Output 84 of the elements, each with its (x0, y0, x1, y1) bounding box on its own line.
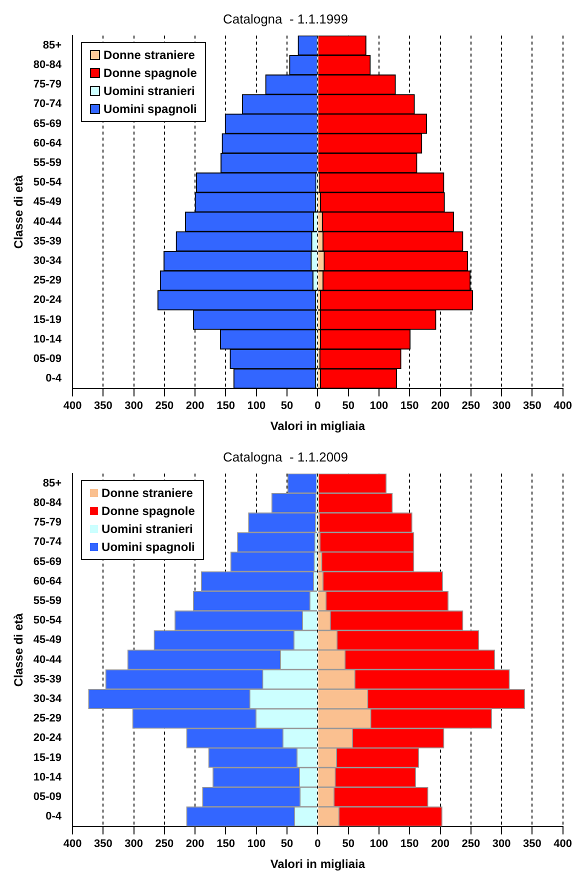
x-tick-label: 200 (186, 838, 204, 850)
y-tick-label: 20-24 (33, 294, 62, 306)
x-tick-label: 350 (523, 838, 542, 850)
x-tick-label: 150 (216, 838, 235, 850)
y-axis-title: Classe di età (12, 174, 26, 249)
y-tick-label: 70-74 (33, 536, 62, 548)
y-tick-label: 65-69 (33, 556, 62, 568)
x-tick-label: 250 (462, 838, 480, 850)
x-tick-label: 300 (492, 400, 511, 412)
x-tick-label: 200 (186, 400, 204, 412)
legend-label: Uomini stranieri (102, 522, 193, 536)
y-tick-label: 15-19 (33, 752, 62, 764)
y-tick-label: 35-39 (33, 235, 62, 248)
y-tick-label: 50-54 (33, 614, 62, 627)
y-tick-label: 55-59 (33, 157, 62, 170)
y-tick-label: 45-49 (33, 634, 62, 646)
chart-title: Catalogna - 1.1.2009 (222, 449, 348, 464)
y-tick-label: 05-09 (33, 353, 62, 366)
y-tick-label: 40-44 (33, 216, 62, 228)
y-tick-label: 85+ (42, 477, 62, 490)
x-tick-label: 300 (492, 838, 511, 850)
y-tick-label: 20-24 (33, 732, 62, 744)
x-tick-label: 300 (124, 400, 143, 412)
y-tick-label: 50-54 (33, 176, 62, 189)
legend-label: Donne spagnole (102, 504, 195, 518)
legend-label: Donne straniere (104, 48, 195, 62)
y-tick-label: 35-39 (33, 673, 62, 686)
x-tick-label: 100 (370, 838, 388, 850)
y-tick-label: 80-84 (33, 497, 62, 510)
x-tick-label: 150 (400, 400, 419, 412)
x-tick-label: 350 (94, 838, 112, 850)
y-tick-label: 15-19 (33, 314, 62, 326)
y-tick-label: 85+ (42, 39, 62, 52)
y-tick-label: 40-44 (33, 654, 62, 666)
y-tick-label: 75-79 (33, 516, 62, 529)
x-tick-label: 50 (342, 400, 354, 412)
y-tick-label: 60-64 (33, 575, 62, 588)
x-tick-label: 0 (314, 400, 321, 412)
y-tick-label: 10-14 (33, 771, 62, 784)
y-tick-label: 25-29 (33, 274, 62, 287)
x-tick-label: 350 (523, 400, 542, 412)
x-tick-label: 400 (63, 400, 82, 412)
legend-label: Uomini spagnoli (102, 540, 195, 554)
y-tick-label: 80-84 (33, 59, 62, 72)
x-tick-label: 350 (94, 400, 112, 412)
y-tick-label: 10-14 (33, 333, 62, 346)
y-tick-label: 0-4 (46, 810, 62, 823)
y-tick-label: 45-49 (33, 196, 62, 208)
legend-label: Uomini stranieri (104, 84, 195, 98)
x-tick-label: 150 (400, 838, 419, 850)
y-tick-label: 30-34 (33, 693, 62, 706)
y-tick-label: 60-64 (33, 137, 62, 150)
x-tick-label: 100 (247, 400, 266, 412)
x-tick-label: 200 (431, 838, 450, 850)
x-tick-label: 250 (155, 838, 174, 850)
x-tick-label: 300 (124, 838, 143, 850)
x-axis-title: Valori in migliaia (270, 857, 366, 872)
y-tick-label: 75-79 (33, 78, 62, 91)
x-tick-label: 200 (431, 400, 450, 412)
chart-title: Catalogna - 1.1.1999 (222, 11, 348, 26)
y-axis-title: Classe di età (12, 612, 26, 687)
y-tick-label: 05-09 (33, 791, 62, 804)
x-tick-label: 400 (63, 838, 82, 850)
x-tick-label: 250 (462, 400, 480, 412)
x-tick-label: 100 (370, 400, 388, 412)
x-tick-label: 400 (554, 400, 572, 412)
y-tick-label: 65-69 (33, 118, 62, 130)
legend-label: Donne straniere (102, 486, 193, 500)
x-axis-title: Valori in migliaia (270, 419, 366, 434)
legend-label: Donne spagnole (104, 66, 197, 80)
y-tick-label: 55-59 (33, 595, 62, 608)
x-tick-label: 50 (280, 400, 294, 412)
y-tick-label: 25-29 (33, 712, 62, 725)
x-tick-label: 150 (216, 400, 235, 412)
x-tick-label: 400 (554, 838, 572, 850)
y-tick-label: 30-34 (33, 255, 62, 268)
x-tick-label: 100 (247, 838, 266, 850)
legend-label: Uomini spagnoli (104, 102, 197, 116)
y-tick-label: 70-74 (33, 98, 62, 110)
x-tick-label: 0 (314, 838, 321, 850)
x-tick-label: 50 (280, 838, 294, 850)
x-tick-label: 50 (342, 838, 354, 850)
x-tick-label: 250 (155, 400, 174, 412)
y-tick-label: 0-4 (46, 372, 62, 385)
